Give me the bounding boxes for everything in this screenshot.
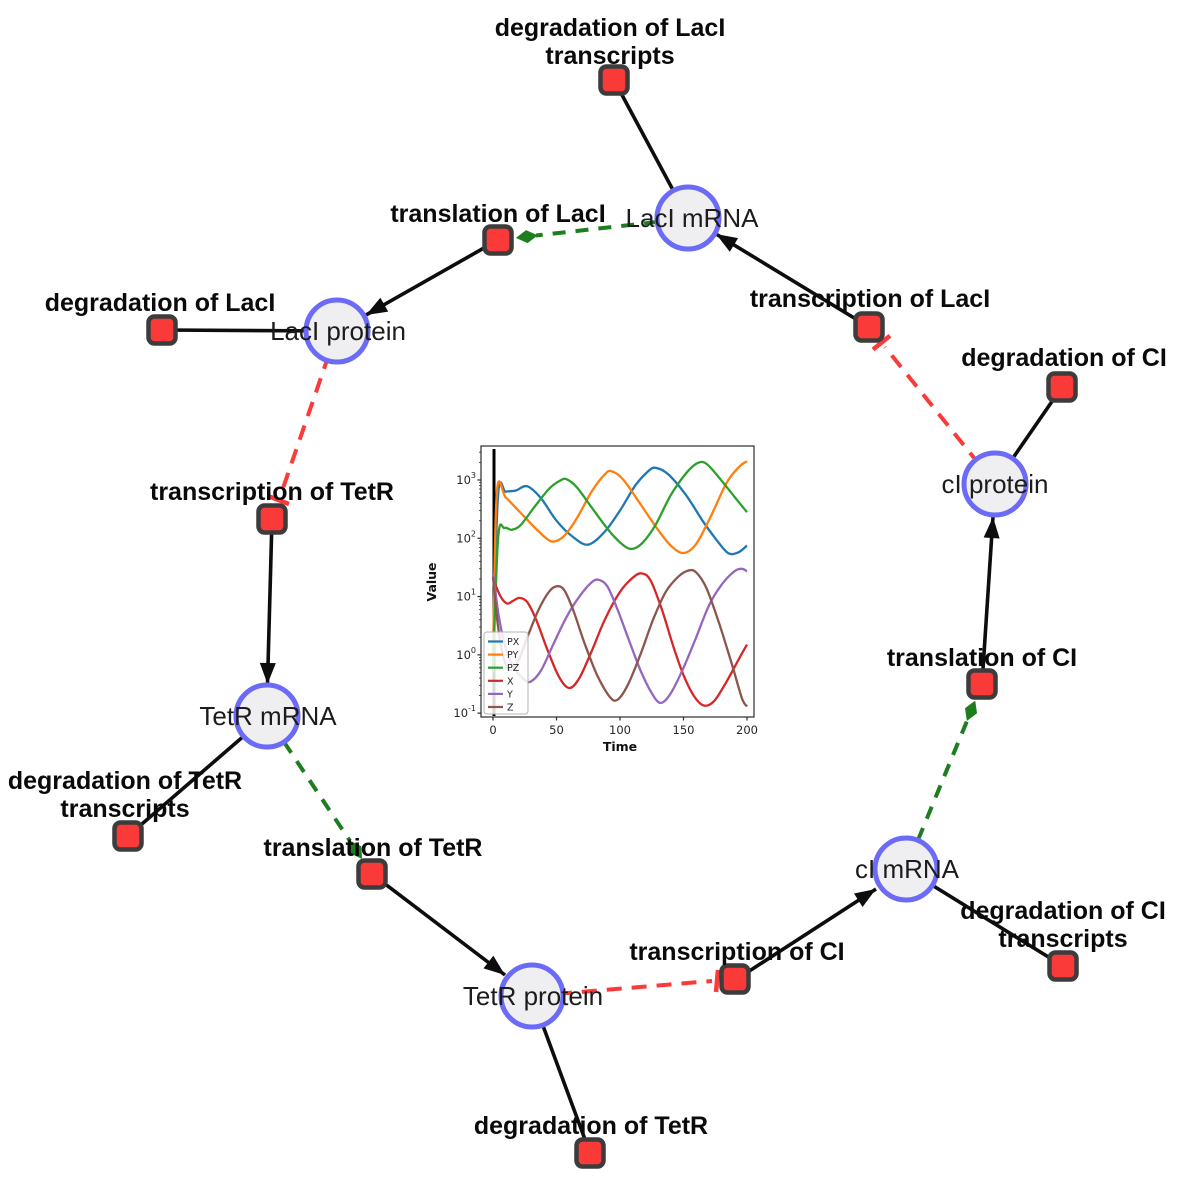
series-PZ bbox=[491, 460, 748, 673]
edge-translation-laci-to-laci-protein bbox=[365, 238, 499, 317]
series-PY bbox=[491, 460, 748, 661]
legend-label-X: X bbox=[507, 676, 514, 687]
reaction-node-translation-laci bbox=[482, 224, 514, 256]
label-degradation-ci: degradation of CI bbox=[961, 344, 1167, 372]
plot-legend: PX PY PZ XYZ bbox=[483, 631, 529, 715]
label-degradation-ci-transcripts-2: transcripts bbox=[998, 925, 1127, 953]
tee-transcription-ci bbox=[713, 969, 721, 993]
arrowhead-to-laci-protein bbox=[366, 297, 389, 315]
species-node-laci-protein bbox=[303, 297, 371, 365]
label-degradation-laci-transcripts-2: transcripts bbox=[545, 42, 674, 70]
edge-ci-mrna-modifies-translation bbox=[916, 720, 969, 841]
label-transcription-laci: transcription of LacI bbox=[750, 285, 990, 313]
reaction-node-degradation-laci-transcripts bbox=[598, 64, 630, 96]
reaction-node-translation-tetr bbox=[356, 858, 388, 890]
label-transcription-ci: transcription of CI bbox=[629, 938, 844, 966]
diamond-translation-laci bbox=[515, 230, 538, 244]
legend-label-Z: Z bbox=[507, 703, 514, 714]
reaction-node-degradation-ci bbox=[1046, 371, 1078, 403]
edge-transcription-laci-to-laci-mrna bbox=[715, 232, 870, 329]
label-transcription-tetr: transcription of TetR bbox=[150, 478, 394, 506]
series-X bbox=[491, 572, 748, 707]
svg-text:50: 50 bbox=[549, 723, 564, 737]
tee-transcription-tetr bbox=[267, 493, 290, 507]
network-labels: degradation of LacI transcripts translat… bbox=[8, 14, 1167, 1140]
label-laci-mrna: LacI mRNA bbox=[626, 203, 760, 233]
species-node-tetr-mrna bbox=[233, 682, 301, 750]
legend-label-PX: PX bbox=[507, 637, 520, 648]
reaction-node-translation-ci bbox=[966, 668, 998, 700]
label-ci-protein: cI protein bbox=[942, 469, 1049, 499]
network-edges bbox=[126, 79, 1064, 1154]
label-translation-ci: translation of CI bbox=[887, 644, 1077, 672]
plot-ylabel: Value bbox=[424, 562, 439, 601]
legend-label-PZ: PZ bbox=[507, 663, 520, 674]
reaction-node-degradation-tetr bbox=[574, 1137, 606, 1169]
reaction-nodes bbox=[112, 64, 1079, 1169]
species-nodes bbox=[233, 184, 1029, 1030]
reaction-node-transcription-laci bbox=[853, 311, 885, 343]
svg-text:10-1: 10-1 bbox=[453, 704, 476, 720]
reaction-node-degradation-ci-transcripts bbox=[1047, 950, 1079, 982]
species-node-ci-protein bbox=[961, 450, 1029, 518]
legend-label-PY: PY bbox=[507, 650, 519, 661]
arrowhead-to-tetr-mrna bbox=[259, 662, 276, 684]
edge-transcription-tetr-to-tetr-mrna bbox=[265, 518, 274, 685]
edge-translation-tetr-to-tetr-protein bbox=[370, 872, 507, 977]
edge-tetr-mrna-modifies-translation bbox=[282, 740, 352, 843]
svg-text:102: 102 bbox=[456, 529, 476, 545]
svg-text:103: 103 bbox=[456, 471, 476, 487]
arrowhead-to-ci-protein bbox=[983, 517, 1000, 539]
species-node-tetr-protein bbox=[498, 962, 566, 1030]
svg-text:100: 100 bbox=[609, 723, 631, 737]
reaction-node-degradation-tetr-transcripts bbox=[112, 820, 144, 852]
label-ci-mrna: cI mRNA bbox=[855, 854, 960, 884]
label-degradation-ci-transcripts-1: degradation of CI bbox=[960, 897, 1166, 925]
label-tetr-mrna: TetR mRNA bbox=[199, 701, 337, 731]
arrowhead-to-ci-mrna bbox=[853, 889, 876, 908]
plot-xlabel: Time bbox=[603, 739, 637, 754]
label-degradation-tetr-transcripts-1: degradation of TetR bbox=[8, 767, 242, 795]
arrowhead-to-tetr-protein bbox=[483, 955, 505, 975]
legend-label-Y: Y bbox=[506, 689, 513, 700]
diamond-translation-tetr bbox=[349, 840, 362, 859]
svg-text:200: 200 bbox=[736, 723, 758, 737]
label-laci-protein: LacI protein bbox=[270, 316, 406, 346]
reaction-node-degradation-laci bbox=[146, 314, 178, 346]
label-translation-tetr: translation of TetR bbox=[264, 834, 483, 862]
svg-text:0: 0 bbox=[489, 723, 496, 737]
edge-transcription-ci-to-ci-mrna bbox=[736, 887, 877, 981]
svg-text:101: 101 bbox=[456, 588, 476, 604]
svg-text:150: 150 bbox=[673, 723, 695, 737]
tee-transcription-laci bbox=[871, 333, 892, 352]
species-node-laci-mrna bbox=[654, 184, 722, 252]
series-PX bbox=[491, 466, 748, 651]
label-translation-laci: translation of LacI bbox=[390, 200, 605, 228]
label-tetr-protein: TetR protein bbox=[463, 981, 603, 1011]
label-degradation-laci: degradation of LacI bbox=[45, 289, 276, 317]
edge-laci-mrna-modifies-translation bbox=[535, 220, 658, 238]
species-node-ci-mrna bbox=[872, 835, 940, 903]
edge-translation-ci-to-ci-protein bbox=[980, 516, 995, 685]
label-degradation-tetr-transcripts-2: transcripts bbox=[60, 795, 189, 823]
reaction-node-transcription-ci bbox=[719, 963, 751, 995]
diamond-translation-ci bbox=[965, 700, 978, 721]
label-degradation-tetr: degradation of TetR bbox=[474, 1112, 708, 1140]
svg-text:100: 100 bbox=[456, 646, 476, 662]
arrowhead-to-laci-mrna bbox=[716, 234, 739, 252]
label-degradation-laci-transcripts-1: degradation of LacI bbox=[495, 14, 726, 42]
reaction-node-transcription-tetr bbox=[256, 503, 288, 535]
inset-plot: 0 50 100 150 200 10-1 100 101 102 103 PX PY PZ XYZ T… bbox=[424, 445, 758, 754]
